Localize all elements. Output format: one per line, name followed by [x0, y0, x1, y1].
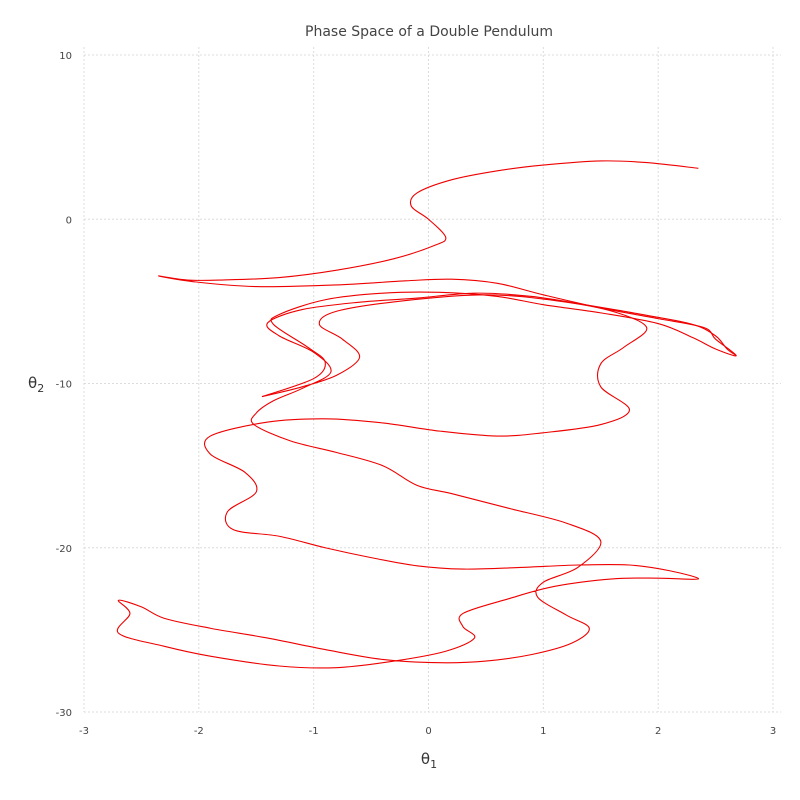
y-axis-label-base: θ [28, 374, 37, 392]
x-tick-label: 3 [770, 726, 776, 737]
x-axis-label-base: θ [421, 750, 430, 768]
x-tick-label: 1 [540, 726, 546, 737]
chart-title: Phase Space of a Double Pendulum [305, 24, 553, 40]
x-tick-label: 0 [425, 726, 431, 737]
series-lines [116, 160, 737, 669]
x-tick-labels: -3 -2 -1 0 1 2 3 [79, 726, 776, 737]
x-tick-label: -3 [79, 726, 89, 737]
y-tick-labels: -30 -20 -10 0 10 [56, 51, 72, 719]
x-tick-label: -2 [194, 726, 204, 737]
x-axis-label-sub: 1 [430, 758, 437, 771]
trajectory-line-2 [116, 292, 737, 669]
y-tick-label: 10 [59, 51, 72, 62]
trajectory-line-1 [158, 160, 737, 398]
y-tick-label: 0 [66, 215, 72, 226]
grid [83, 47, 781, 713]
y-tick-label: -30 [56, 708, 72, 719]
y-axis-label: θ2 [28, 374, 44, 395]
x-tick-label: -1 [309, 726, 319, 737]
y-tick-label: -10 [56, 380, 72, 391]
y-tick-label: -20 [56, 544, 72, 555]
x-tick-label: 2 [655, 726, 661, 737]
x-axis-label: θ1 [421, 750, 437, 771]
y-axis-label-sub: 2 [37, 382, 44, 395]
